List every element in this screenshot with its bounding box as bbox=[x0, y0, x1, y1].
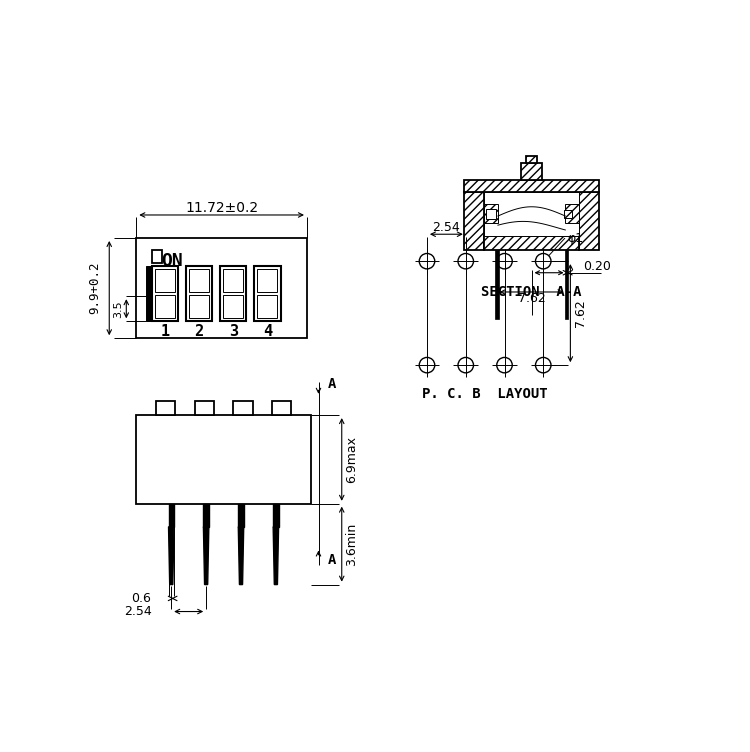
Text: 11.72±0.2: 11.72±0.2 bbox=[185, 201, 258, 215]
Polygon shape bbox=[273, 504, 278, 527]
Bar bbox=[136, 238, 307, 338]
Bar bbox=[155, 269, 175, 292]
Bar bbox=[189, 295, 209, 318]
Text: A: A bbox=[328, 378, 336, 391]
Bar bbox=[526, 156, 537, 162]
Bar bbox=[189, 269, 209, 292]
Polygon shape bbox=[238, 504, 244, 527]
Text: 2: 2 bbox=[194, 324, 204, 338]
Bar bbox=[464, 180, 599, 192]
Bar bbox=[520, 162, 542, 180]
Text: 9.9+0.2: 9.9+0.2 bbox=[88, 262, 101, 314]
Text: 7.62: 7.62 bbox=[574, 299, 587, 327]
Polygon shape bbox=[203, 527, 208, 584]
Text: 4: 4 bbox=[262, 324, 272, 338]
Text: 2.54: 2.54 bbox=[433, 221, 460, 234]
Bar bbox=[484, 236, 579, 250]
Text: 6.9max: 6.9max bbox=[345, 436, 358, 483]
Text: 0.20: 0.20 bbox=[584, 260, 611, 273]
Bar bbox=[136, 415, 310, 504]
Bar bbox=[495, 250, 499, 319]
Bar bbox=[186, 265, 212, 321]
Text: A: A bbox=[328, 553, 336, 567]
Bar bbox=[233, 402, 253, 415]
Bar bbox=[566, 204, 579, 223]
Text: 7.62: 7.62 bbox=[518, 293, 545, 305]
Text: P. C. B  LAYOUT: P. C. B LAYOUT bbox=[422, 387, 548, 401]
Polygon shape bbox=[238, 527, 244, 584]
Bar bbox=[485, 208, 496, 219]
Bar bbox=[565, 250, 568, 319]
Bar bbox=[579, 192, 599, 250]
Bar bbox=[224, 269, 243, 292]
Bar bbox=[484, 204, 498, 223]
Bar bbox=[156, 402, 175, 415]
Bar bbox=[564, 210, 572, 217]
Text: φ1: φ1 bbox=[567, 232, 584, 244]
Polygon shape bbox=[169, 527, 174, 584]
Text: 2.54: 2.54 bbox=[124, 605, 152, 618]
Polygon shape bbox=[273, 527, 278, 584]
Bar bbox=[254, 265, 280, 321]
Text: ON: ON bbox=[161, 252, 183, 270]
Polygon shape bbox=[169, 504, 174, 527]
Text: 0.6: 0.6 bbox=[131, 592, 152, 605]
Bar bbox=[152, 250, 162, 262]
Bar bbox=[152, 265, 178, 321]
Bar bbox=[272, 402, 291, 415]
Text: 3: 3 bbox=[229, 324, 238, 338]
Bar bbox=[224, 295, 243, 318]
Text: 3.6min: 3.6min bbox=[345, 523, 358, 566]
Polygon shape bbox=[203, 504, 208, 527]
Text: SECTION  A-A: SECTION A-A bbox=[482, 285, 582, 299]
Bar bbox=[257, 295, 278, 318]
Text: 3.5: 3.5 bbox=[113, 300, 123, 317]
Bar bbox=[155, 295, 175, 318]
Bar bbox=[220, 265, 247, 321]
Bar bbox=[464, 192, 484, 250]
Bar bbox=[484, 192, 579, 236]
Bar bbox=[146, 265, 152, 321]
Bar bbox=[194, 402, 214, 415]
Bar bbox=[257, 269, 278, 292]
Text: 1: 1 bbox=[160, 324, 170, 338]
